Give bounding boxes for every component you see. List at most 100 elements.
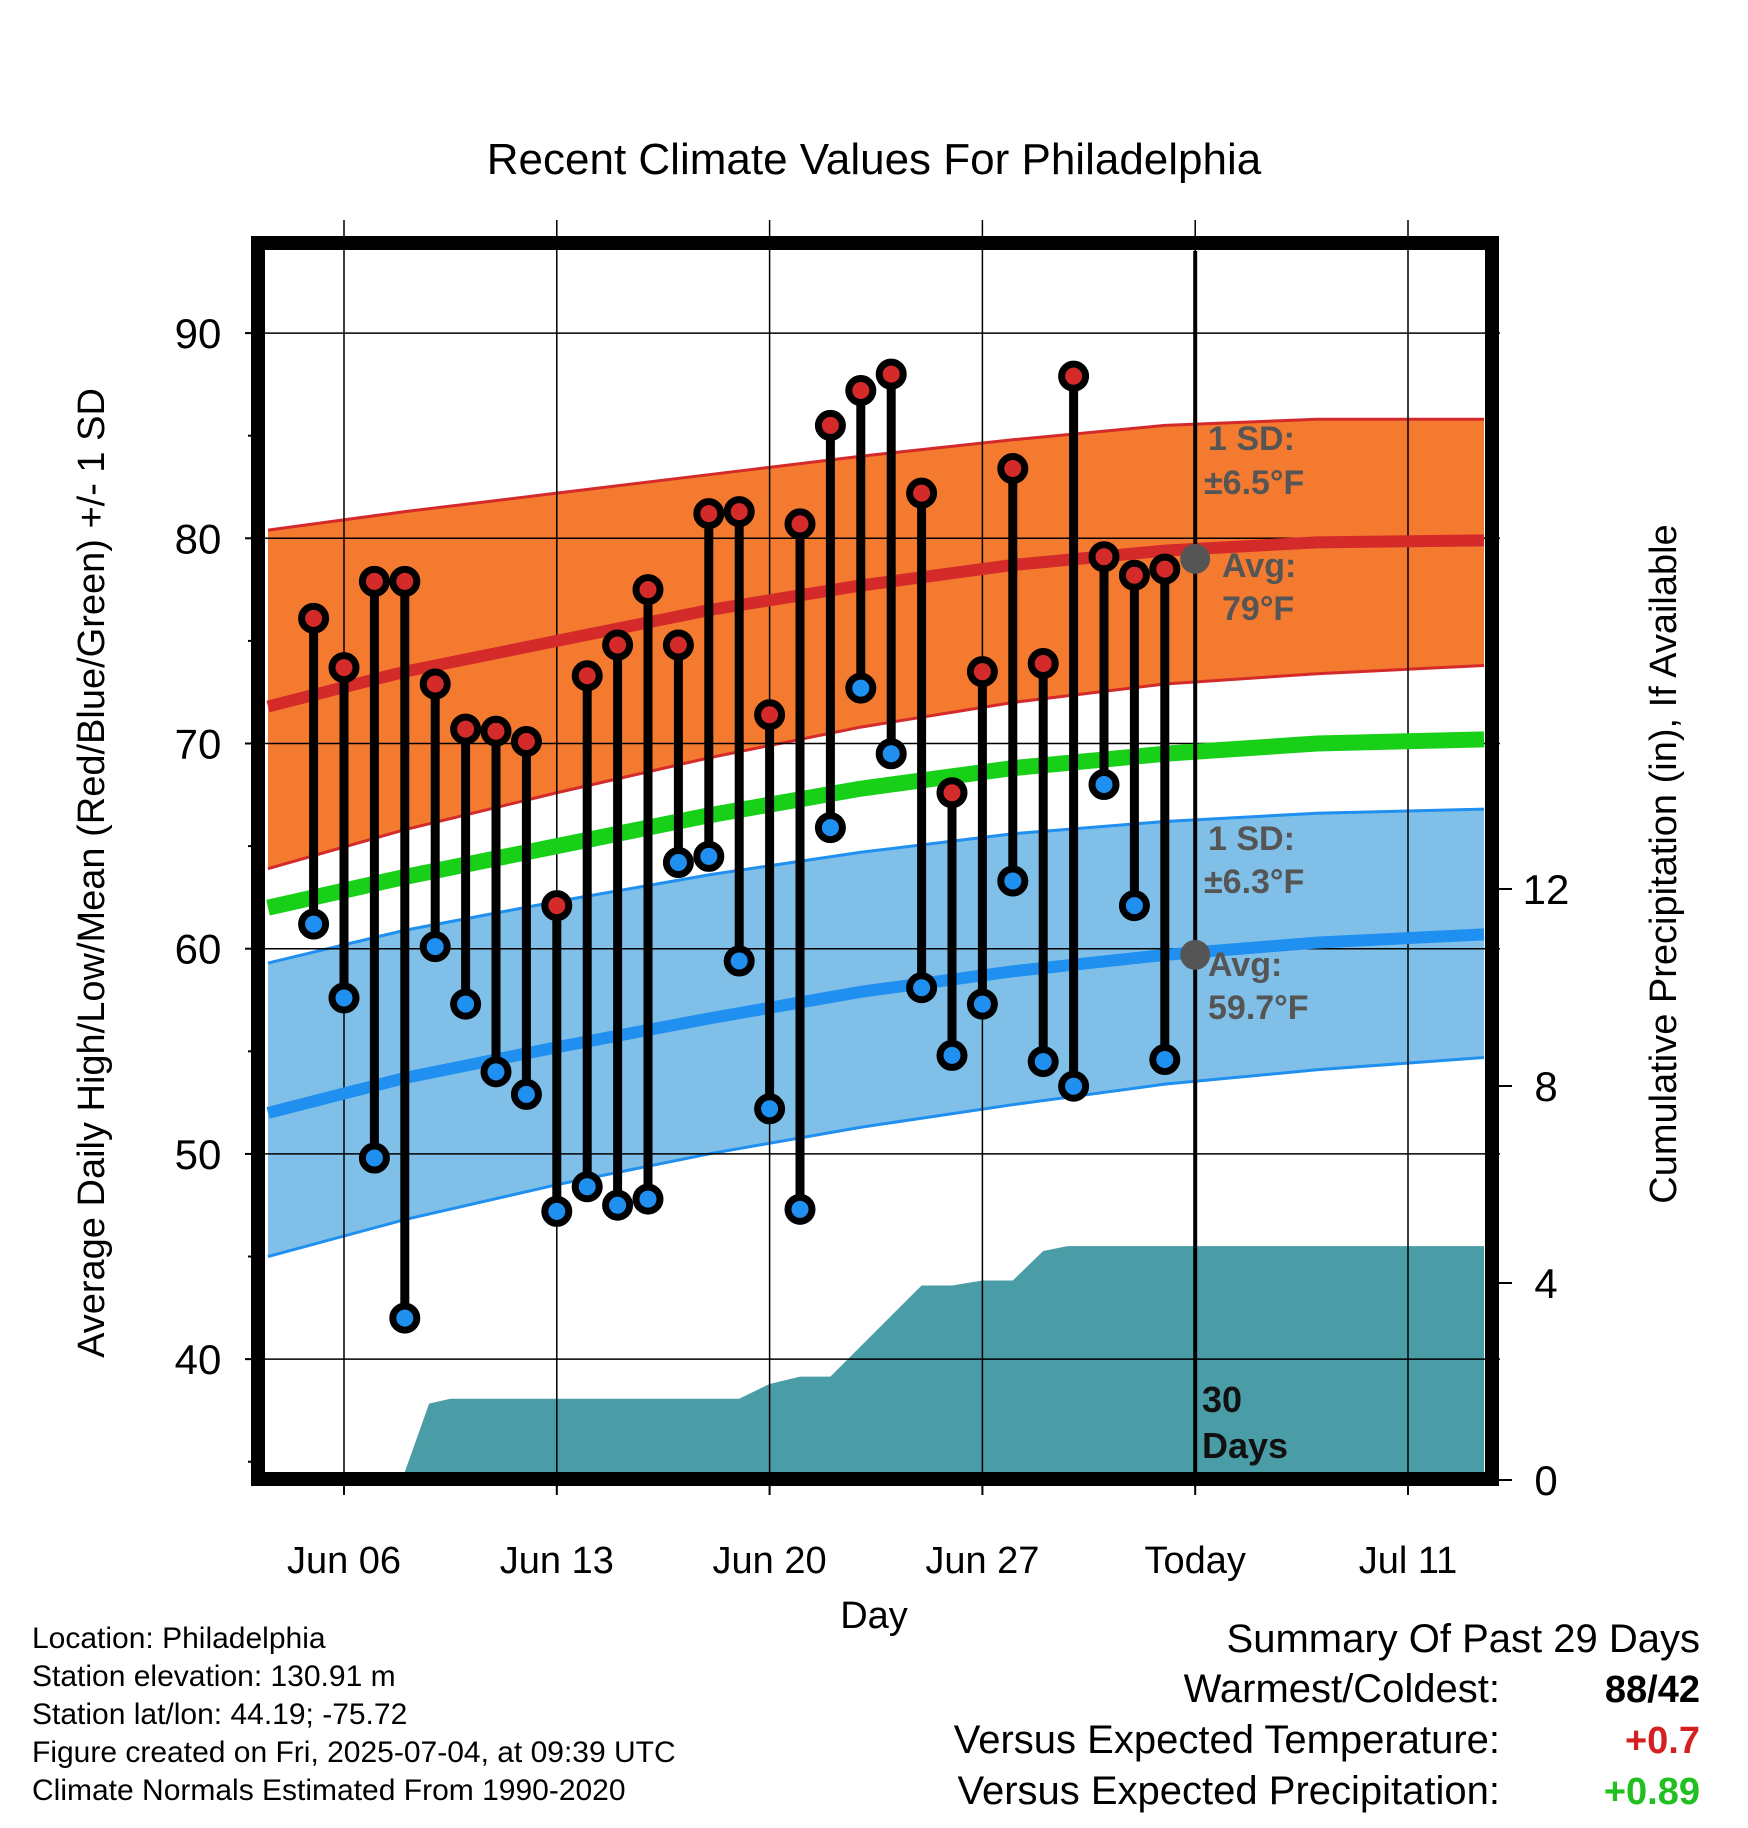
daily-low-point	[1027, 1046, 1059, 1078]
daily-high-point	[723, 496, 755, 528]
daily-low-point	[723, 945, 755, 977]
daily-low-point	[510, 1078, 542, 1110]
daily-high-point	[875, 358, 907, 390]
plot-area: 40 50 60 70 80 90 0 4 8 12 Jun 06 Jun 13 Jun 20 Jun 2…	[175, 220, 1570, 1582]
daily-high-point	[1088, 541, 1120, 573]
high-sd-band	[268, 419, 1484, 869]
precip-value: +0.89	[1603, 1771, 1700, 1813]
y-tick-label: 40	[175, 1336, 222, 1383]
x-tick-label: Jul 11	[1359, 1540, 1458, 1582]
today-high-avg-marker	[1180, 543, 1211, 574]
high-avg-value: 79°F	[1222, 590, 1294, 628]
y2-tick-label: 0	[1534, 1457, 1557, 1504]
daily-high-point	[845, 375, 877, 407]
daily-high-point	[510, 725, 542, 757]
daily-high-point	[541, 890, 573, 922]
daily-low-point	[875, 738, 907, 770]
y-tick-label: 70	[175, 721, 222, 768]
y2-axis-label: Cumulative Precipitation (in), If Availa…	[1643, 524, 1685, 1203]
daily-low-point	[1149, 1044, 1181, 1076]
daily-high-point	[662, 629, 694, 661]
daily-low-point	[541, 1195, 573, 1227]
daily-high-point	[298, 602, 330, 634]
today-days-word: Days	[1202, 1425, 1288, 1466]
low-band-lower-edge	[267, 1055, 1485, 1258]
daily-low-point	[480, 1056, 512, 1088]
low-sd-label: 1 SD:	[1208, 820, 1295, 858]
y2-tick-label: 8	[1534, 1063, 1557, 1110]
daily-high-point	[419, 668, 451, 700]
daily-high-point	[480, 715, 512, 747]
today-low-avg-marker	[1180, 939, 1211, 970]
daily-low-point	[389, 1302, 421, 1334]
daily-high-point	[358, 565, 390, 597]
daily-low-point	[662, 847, 694, 879]
y-tick-label: 50	[175, 1131, 222, 1178]
y-tick-label: 80	[175, 515, 222, 562]
daily-high-point	[1149, 553, 1181, 585]
daily-high-point	[754, 699, 786, 731]
daily-low-point	[1058, 1070, 1090, 1102]
daily-high-point	[997, 453, 1029, 485]
station-info: Location: Philadelphia Station elevation…	[32, 1620, 676, 1810]
high-sd-value: ±6.5°F	[1204, 464, 1304, 502]
x-tick-label: Jun 06	[287, 1540, 401, 1582]
summary-precip-row: Versus Expected Precipitation: +0.89	[954, 1766, 1700, 1817]
y-tick-label: 90	[175, 310, 222, 357]
chart-title: Recent Climate Values For Philadelphia	[487, 135, 1262, 184]
low-band-upper-edge	[267, 807, 1485, 965]
daily-low-point	[936, 1039, 968, 1071]
daily-high-point	[602, 629, 634, 661]
x-tick-label: Today	[1144, 1540, 1245, 1582]
temp-value: +0.7	[1624, 1720, 1700, 1762]
x-tick-label: Jun 27	[925, 1540, 1039, 1582]
daily-high-point	[1058, 360, 1090, 392]
created-text: Figure created on Fri, 2025-07-04, at 09…	[32, 1736, 676, 1769]
warm-value: 88/42	[1604, 1669, 1700, 1711]
daily-high-point	[328, 652, 360, 684]
summary-temp-row: Versus Expected Temperature: +0.7	[954, 1715, 1700, 1766]
y2-tick-label: 12	[1523, 866, 1570, 913]
x-axis-label: Day	[840, 1595, 908, 1637]
high-avg-label: Avg:	[1222, 547, 1296, 585]
daily-low-point	[632, 1183, 664, 1215]
daily-low-point	[298, 908, 330, 940]
daily-low-point	[906, 972, 938, 1004]
high-sd-label: 1 SD:	[1208, 420, 1295, 458]
precip-label: Versus Expected Precipitation:	[957, 1769, 1500, 1813]
low-sd-value: ±6.3°F	[1204, 863, 1304, 901]
daily-low-point	[358, 1142, 390, 1174]
daily-low-point	[997, 865, 1029, 897]
daily-high-point	[1118, 559, 1150, 591]
daily-high-point	[693, 498, 725, 530]
daily-high-point	[571, 660, 603, 692]
daily-high-point	[814, 409, 846, 441]
low-avg-value: 59.7°F	[1208, 989, 1309, 1027]
temp-label: Versus Expected Temperature:	[953, 1718, 1500, 1762]
daily-high-point	[966, 656, 998, 688]
daily-high-point	[632, 574, 664, 606]
daily-low-point	[784, 1193, 816, 1225]
daily-high-point	[1027, 647, 1059, 679]
summary-title: Summary Of Past 29 Days	[1226, 1617, 1700, 1661]
daily-high-point	[784, 508, 816, 540]
x-tick-label: Jun 20	[713, 1540, 827, 1582]
today-days-number: 30	[1202, 1379, 1242, 1420]
daily-high-point	[389, 565, 421, 597]
elevation-text: Station elevation: 130.91 m	[32, 1660, 396, 1693]
daily-low-point	[966, 988, 998, 1020]
daily-low-point	[328, 982, 360, 1014]
warm-label: Warmest/Coldest:	[1183, 1667, 1500, 1711]
daily-high-point	[450, 713, 482, 745]
normals-text: Climate Normals Estimated From 1990-2020	[32, 1774, 626, 1807]
mean-avg-line	[266, 731, 1485, 916]
daily-low-point	[571, 1171, 603, 1203]
y-tick-label: 60	[175, 926, 222, 973]
low-avg-line	[266, 928, 1485, 1119]
daily-high-point	[906, 477, 938, 509]
daily-low-point	[754, 1093, 786, 1125]
daily-low-point	[602, 1189, 634, 1221]
x-tick-label: Jun 13	[500, 1540, 614, 1582]
daily-low-point	[693, 840, 725, 872]
